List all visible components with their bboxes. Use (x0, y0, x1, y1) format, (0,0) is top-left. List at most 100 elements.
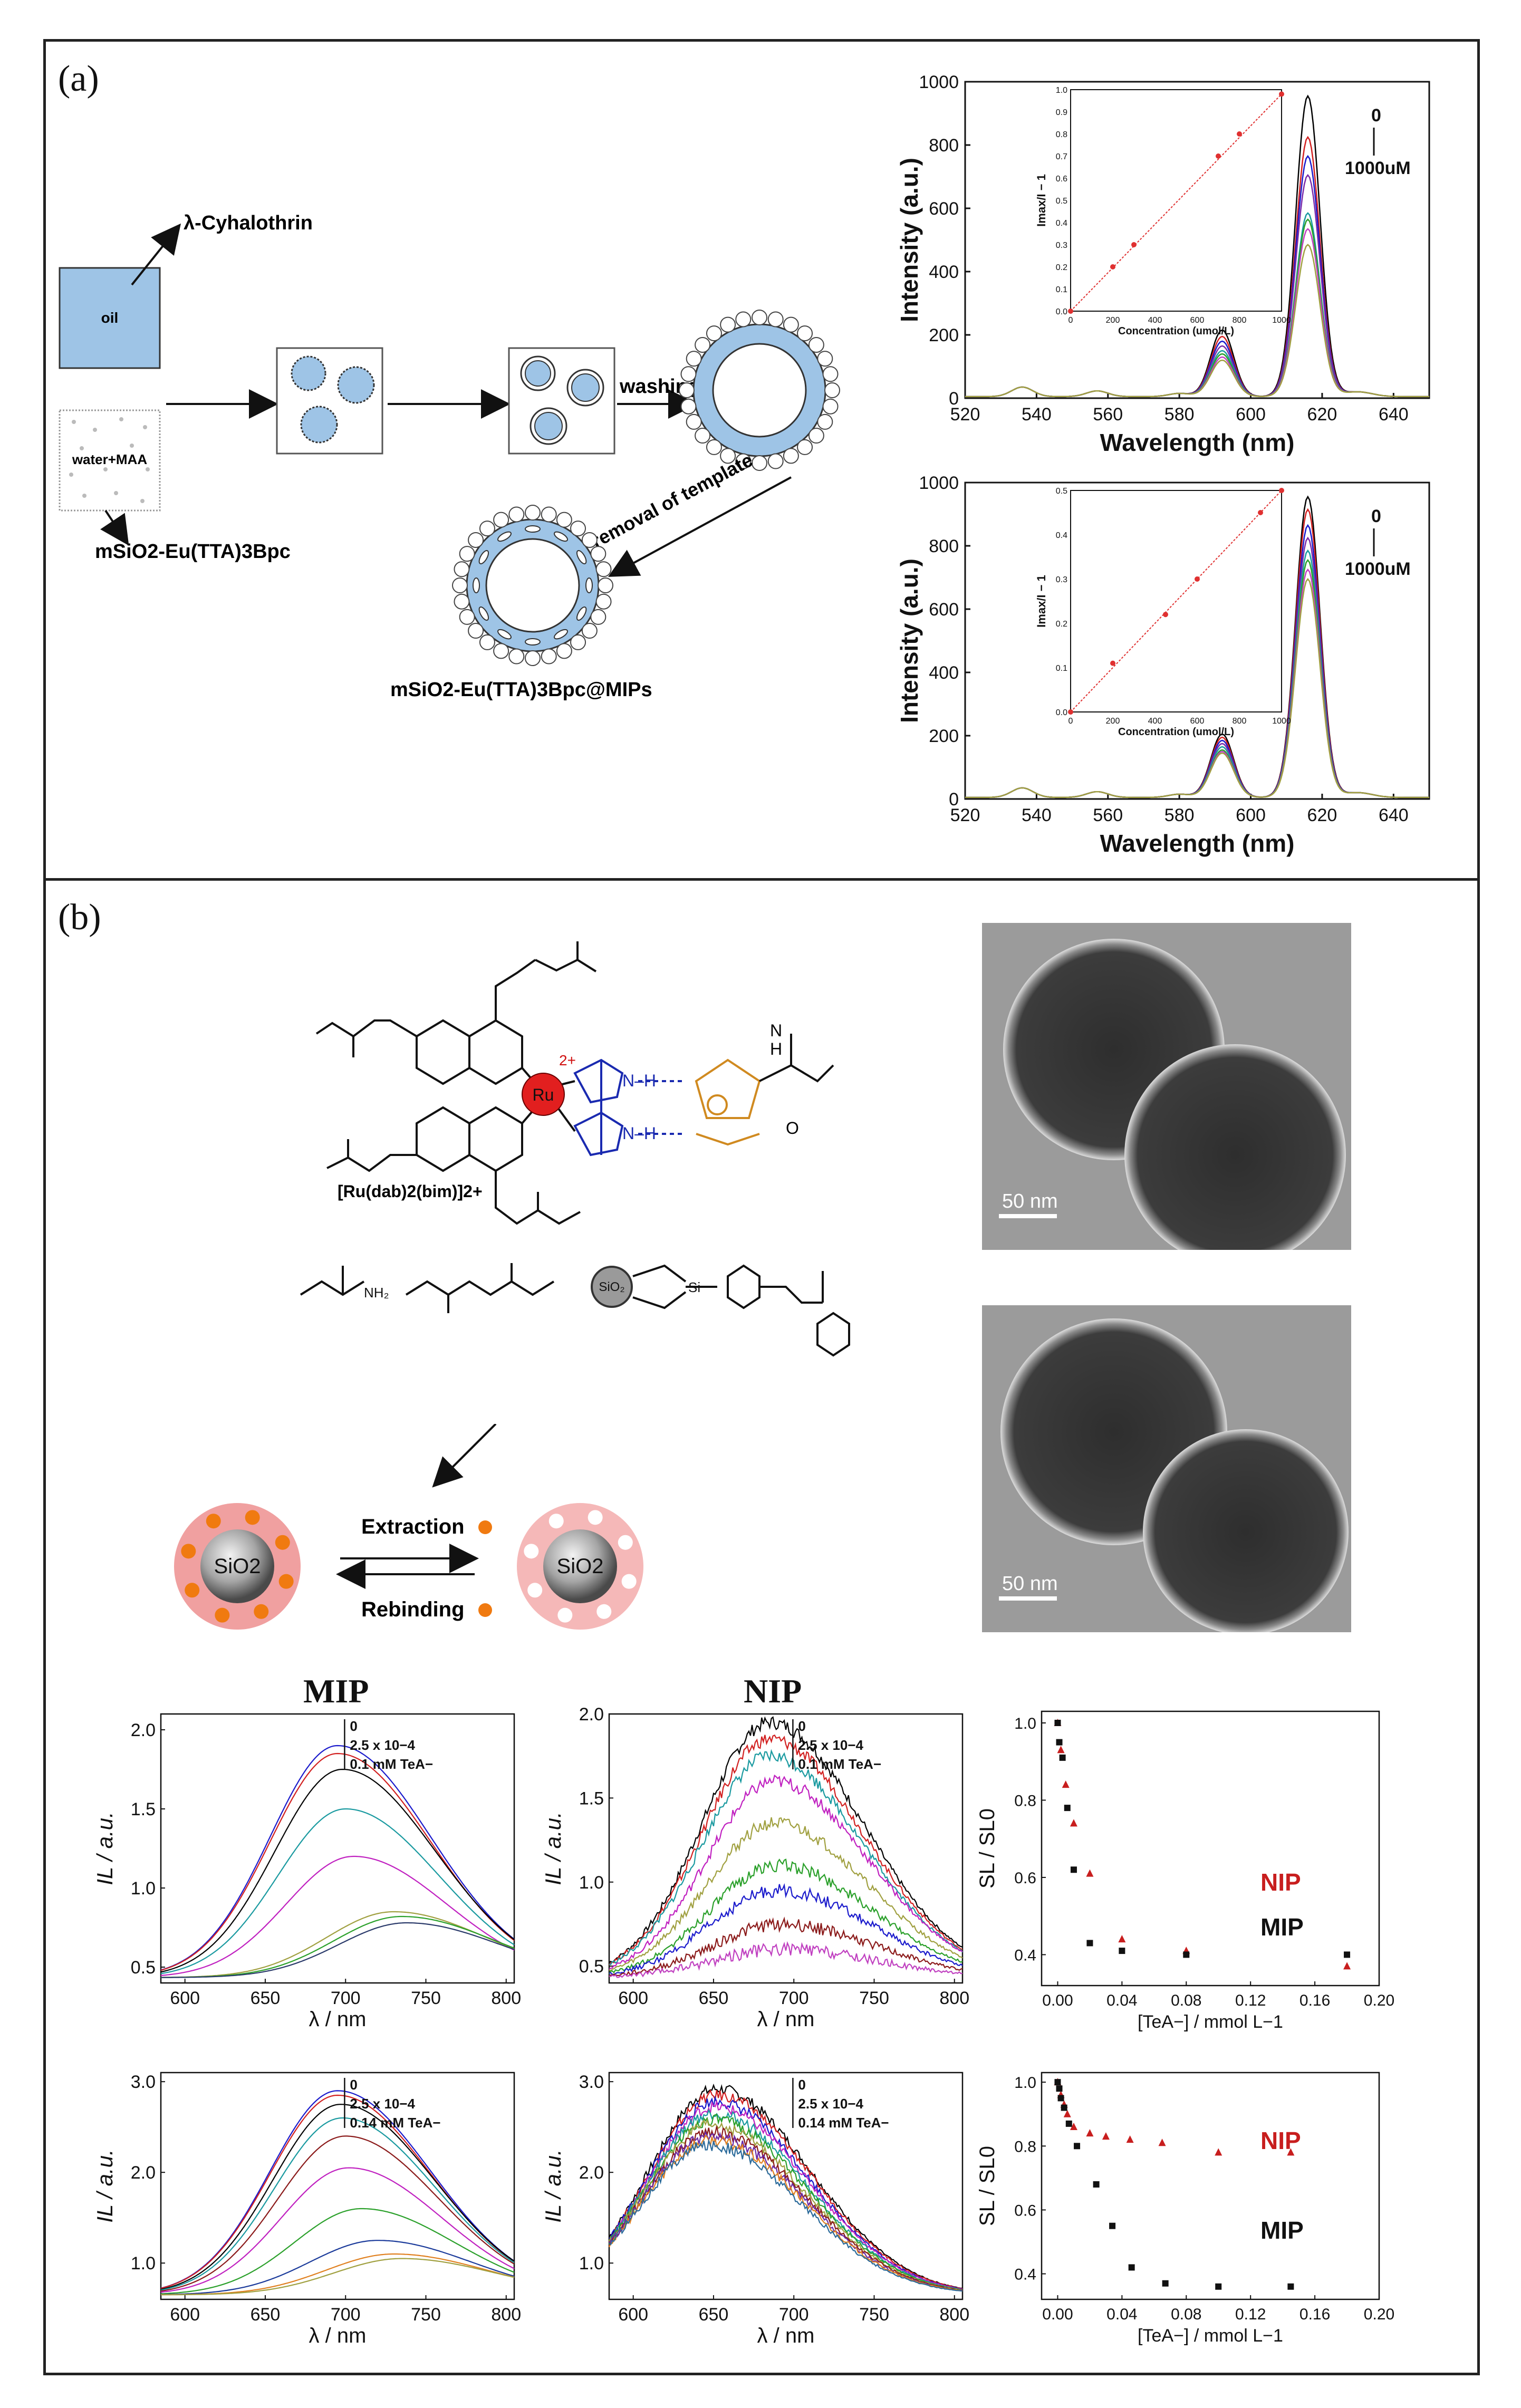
panel-a-label: (a) (58, 59, 99, 99)
inset-y-tick-label: 0.8 (1056, 130, 1067, 139)
spectrum-line (608, 2089, 963, 2289)
nip-point (1126, 2135, 1134, 2143)
conc-start-label: 0 (1371, 506, 1381, 526)
spectrum-line (609, 1883, 963, 1976)
conc-label: 2.5 x 10−4 (350, 1737, 415, 1753)
x-axis-label: Wavelength (nm) (1100, 429, 1295, 456)
inset-x-tick-label: 400 (1148, 316, 1162, 325)
plot-frame (964, 81, 1430, 399)
x-tick-label: 0.08 (1171, 2306, 1201, 2323)
legend-nip: NIP (1260, 1868, 1301, 1896)
x-tick-label: 0.00 (1042, 1992, 1073, 2009)
x-tick-label: 580 (1164, 404, 1195, 425)
inset-y-label: Imax/I − 1 (1035, 575, 1048, 628)
inset-y-tick-label: 0.3 (1056, 575, 1067, 584)
spectrum-line (160, 2104, 515, 2290)
inset-y-tick-label: 0.9 (1056, 108, 1067, 117)
mip-point (1056, 1739, 1063, 1746)
inset-point (1258, 510, 1263, 515)
x-tick-label: 0.20 (1364, 1992, 1394, 2009)
conc-label: 0.14 mM TeA− (798, 2115, 889, 2131)
y-axis-label: IL / a.u. (541, 1812, 565, 1885)
nip-point (1057, 1746, 1065, 1754)
chart-sl-2: 0.00 0.04 0.08 0.12 0.16 0.20 0.4 0.6 0.8 1.0 [TeA… (976, 2072, 1394, 2346)
x-tick-label: 700 (331, 1988, 361, 2008)
y-axis-label: Intensity (a.u.) (897, 558, 923, 723)
x-tick-label: 540 (1022, 805, 1052, 825)
x-axis-label: Wavelength (nm) (1100, 830, 1295, 857)
y-tick-label: 1.0 (579, 2253, 604, 2274)
x-tick-label: 750 (411, 1988, 441, 2008)
inset-point (1131, 242, 1137, 247)
inset-y-tick-label: 0.0 (1056, 307, 1067, 316)
sio2-label-left: SiO2 (214, 1555, 261, 1578)
inset-y-tick-label: 0.1 (1056, 285, 1067, 294)
inset-y-tick-label: 0.1 (1056, 664, 1067, 673)
spectrum-line (609, 1858, 963, 1974)
y-tick-label: 3.0 (131, 2072, 156, 2092)
x-tick-label: 750 (859, 1988, 889, 2008)
nip-point (1062, 1780, 1070, 1788)
x-axis-label: λ / nm (757, 2008, 815, 2031)
inset-fit-line (1070, 490, 1282, 712)
extraction-label: Extraction (361, 1515, 465, 1538)
spectrum-line (160, 1855, 515, 1976)
inset-point (1279, 488, 1284, 493)
panel-b-label: (b) (58, 897, 101, 938)
plot-frame (608, 1713, 964, 1984)
spectrum-line (609, 1749, 963, 1966)
particle-washed (692, 323, 826, 457)
nip-point (1086, 1869, 1094, 1877)
svg-text:N–H: N–H (622, 1124, 656, 1143)
inset-point (1163, 612, 1168, 618)
y-tick-label: 0.5 (131, 1958, 156, 1978)
inset-frame (1070, 89, 1282, 312)
x-tick-label: 560 (1093, 805, 1123, 825)
nip-title: NIP (744, 1672, 802, 1710)
inset-point (1068, 309, 1073, 314)
conc-label: 0.14 mM TeA− (350, 2115, 440, 2131)
mip-point (1065, 2120, 1072, 2127)
svg-text:Ru: Ru (533, 1085, 554, 1104)
x-tick-label: 580 (1164, 805, 1195, 825)
plot-frame (160, 2072, 515, 2300)
chart-a-top: 520 540 560 580 600 620 640 0 200 400 600 800 1000 Wa… (897, 72, 1430, 456)
conc-end-label: 1000uM (1345, 559, 1411, 579)
x-tick-label: 0.16 (1299, 1992, 1330, 2009)
plot-frame (1041, 1710, 1380, 1987)
spectrum-line (160, 2167, 515, 2293)
x-tick-label: 600 (618, 2305, 648, 2325)
x-axis-label: [TeA−] / mmol L−1 (1138, 2326, 1283, 2346)
spectrum-line (609, 1817, 963, 1972)
inset-point (1110, 660, 1115, 666)
inset-point (1195, 576, 1200, 582)
spectrum-line (160, 2135, 515, 2292)
x-tick-label: 0.00 (1042, 2306, 1073, 2323)
y-axis-label: IL / a.u. (92, 1812, 117, 1885)
y-tick-label: 0.4 (1014, 2266, 1036, 2284)
spectrum-line (160, 1752, 515, 1971)
nip-point (1063, 2110, 1071, 2117)
y-tick-label: 0 (949, 789, 959, 810)
spectrum-line (609, 1734, 963, 1966)
complex-label: [Ru(dab)2(bim)]2+ (338, 1182, 483, 1201)
x-tick-label: 0.12 (1235, 1992, 1266, 2009)
x-tick-label: 700 (779, 2305, 809, 2325)
spectrum-line (160, 1808, 515, 1974)
y-tick-label: 0.8 (1014, 1792, 1036, 1809)
inset-x-tick-label: 1000 (1272, 316, 1291, 325)
x-tick-label: 800 (491, 2305, 521, 2325)
nip-point (1343, 1962, 1351, 1970)
spectrum-line (160, 2094, 515, 2289)
chart-sl-1: 0.00 0.04 0.08 0.12 0.16 0.20 0.4 0.6 0.8 1.0 [TeA… (976, 1710, 1394, 2032)
x-tick-label: 540 (1022, 404, 1052, 425)
water-label: water+MAA (72, 451, 148, 467)
mip-point (1057, 2095, 1064, 2102)
x-tick-label: 620 (1307, 805, 1337, 825)
x-tick-label: 0.12 (1235, 2306, 1266, 2323)
cyhalothrin-label: λ-Cyhalothrin (184, 212, 313, 234)
x-tick-label: 620 (1307, 404, 1337, 425)
oil-box (59, 267, 161, 369)
spectrum-line (609, 1916, 963, 1977)
x-tick-label: 600 (618, 1988, 648, 2008)
